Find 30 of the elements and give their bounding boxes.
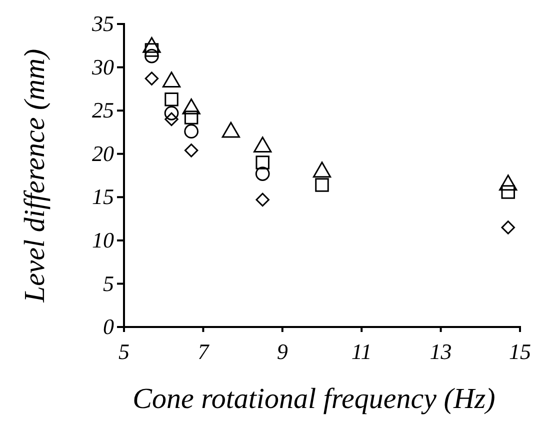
point [501,185,515,199]
y-tick-label: 5 [103,270,114,296]
y-tick-label: 20 [92,140,114,166]
x-axis-title: Cone rotational frequency (Hz) [132,383,496,415]
point [184,144,198,158]
y-tick-label: 30 [91,54,114,80]
x-tick-label: 15 [509,339,531,364]
point [164,92,178,106]
y-tick-label: 35 [91,11,114,36]
point [144,72,159,86]
point [501,220,515,234]
y-tick-label: 10 [92,227,114,252]
x-tick-label: 9 [276,339,288,364]
point [255,166,270,181]
point [256,156,270,170]
x-tick-label: 11 [351,339,372,364]
y-tick-label: 0 [103,314,114,340]
point [256,192,270,207]
x-tick-label: 7 [198,339,210,364]
x-tick-label: 5 [118,339,130,364]
point [164,106,179,120]
x-tick-label: 13 [430,339,452,364]
y-tick-label: 15 [92,184,114,210]
point [164,112,178,126]
point [184,110,198,124]
point [184,124,199,139]
point [315,178,329,192]
point [144,48,159,64]
y-axis-title: Level difference (mm) [19,48,51,304]
y-tick-label: 25 [92,98,114,123]
